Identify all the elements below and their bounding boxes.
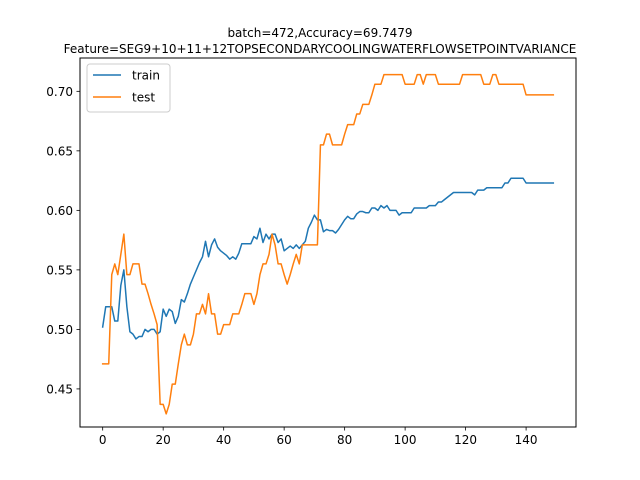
y-axis: 0.45 0.50 0.55 0.60 0.65 0.70 xyxy=(46,85,80,396)
plot-frame xyxy=(79,57,577,428)
legend-label-test: test xyxy=(132,91,155,105)
x-tick-label: 40 xyxy=(216,433,231,447)
chart-title-line-1: batch=472,Accuracy=69.7479 xyxy=(227,26,413,40)
series-line-test xyxy=(101,73,555,415)
x-tick-label: 60 xyxy=(277,433,292,447)
x-tick-label: 140 xyxy=(515,433,538,447)
x-tick-label: 120 xyxy=(454,433,477,447)
legend: train test xyxy=(86,63,171,113)
y-tick-label: 0.60 xyxy=(46,204,73,218)
x-axis: 0 20 40 60 80 100 120 140 xyxy=(99,427,538,447)
series-lines xyxy=(101,73,555,415)
legend-box xyxy=(86,63,171,113)
y-tick-label: 0.65 xyxy=(46,144,73,158)
x-tick-label: 100 xyxy=(394,433,417,447)
y-tick-label: 0.45 xyxy=(46,382,73,396)
x-tick-label: 20 xyxy=(156,433,171,447)
legend-label-train: train xyxy=(132,69,160,83)
y-tick-label: 0.50 xyxy=(46,323,73,337)
x-tick-label: 0 xyxy=(99,433,107,447)
x-tick-label: 80 xyxy=(337,433,352,447)
y-tick-label: 0.55 xyxy=(46,263,73,277)
chart-title-line-2: Feature=SEG9+10+11+12TOPSECONDARYCOOLING… xyxy=(63,42,577,56)
series-line-train xyxy=(101,177,555,340)
y-tick-label: 0.70 xyxy=(46,85,73,99)
